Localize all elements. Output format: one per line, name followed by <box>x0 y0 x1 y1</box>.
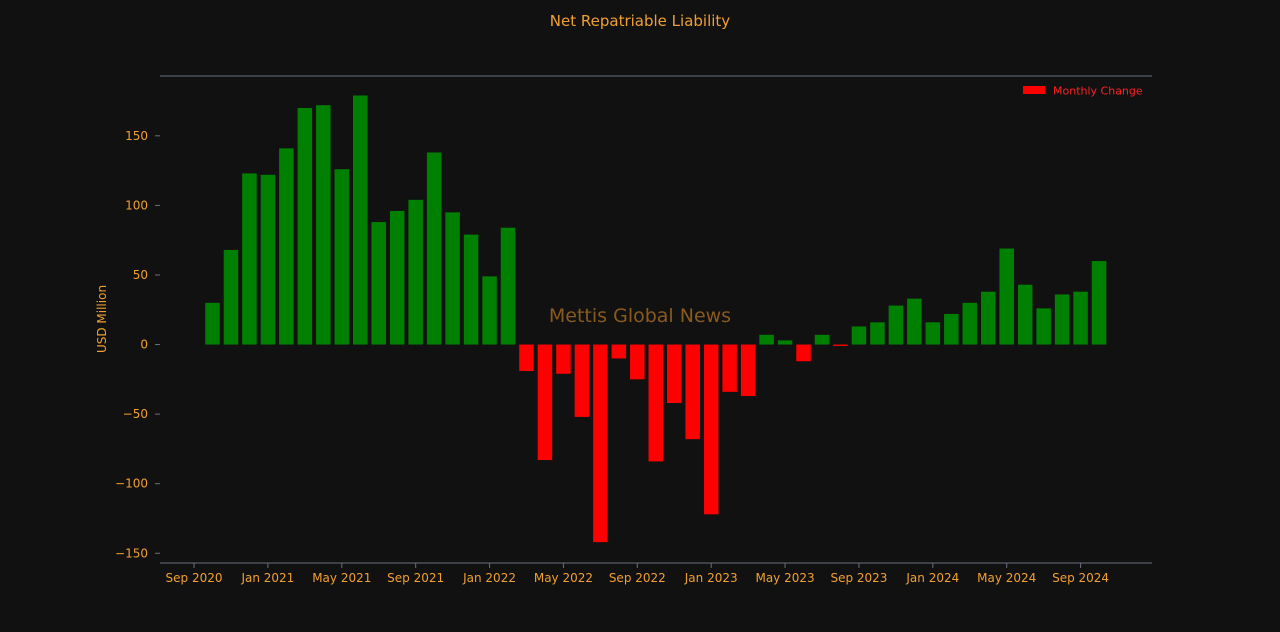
bar-nov-2023 <box>888 305 904 345</box>
bar-jul-2021 <box>371 222 386 345</box>
bar-nov-2022 <box>667 344 682 403</box>
bar-dec-2020 <box>242 173 257 345</box>
bar-may-2021 <box>334 169 350 345</box>
bar-series <box>205 95 1107 543</box>
y-tick-label: 0 <box>140 338 148 352</box>
x-tick-label: May 2022 <box>534 571 593 585</box>
bar-mar-2023 <box>740 344 756 397</box>
bar-nov-2020 <box>223 249 239 345</box>
x-tick-label: Sep 2022 <box>609 571 666 585</box>
bar-mar-2024 <box>962 302 978 345</box>
y-tick-label: 50 <box>133 268 148 282</box>
y-tick-label: −100 <box>115 477 148 491</box>
watermark: Mettis Global News <box>549 305 731 327</box>
bar-oct-2022 <box>648 344 664 462</box>
y-axis-label: USD Million <box>95 285 109 353</box>
bar-aug-2022 <box>611 344 627 359</box>
bar-apr-2022 <box>537 344 553 461</box>
bar-jan-2024 <box>925 322 941 345</box>
x-tick-label: Jan 2021 <box>240 571 294 585</box>
bar-jul-2024 <box>1036 308 1051 345</box>
bar-sep-2022 <box>630 344 645 380</box>
bar-apr-2024 <box>980 291 996 345</box>
bar-jul-2023 <box>814 334 830 345</box>
bar-jun-2022 <box>574 344 590 417</box>
bar-oct-2020 <box>205 302 220 345</box>
legend: Monthly Change <box>1023 85 1143 98</box>
legend-swatch <box>1023 86 1045 94</box>
x-tick-label: Sep 2023 <box>830 571 887 585</box>
bar-jun-2021 <box>353 95 368 345</box>
x-tick-label: May 2024 <box>977 571 1036 585</box>
y-tick-label: 150 <box>125 129 148 143</box>
y-tick-label: −50 <box>123 407 148 421</box>
bar-dec-2021 <box>463 234 479 345</box>
y-tick-label: 100 <box>125 198 148 212</box>
x-tick-label: May 2021 <box>312 571 371 585</box>
x-tick-label: Sep 2021 <box>387 571 444 585</box>
bar-may-2024 <box>999 248 1014 345</box>
bar-jan-2021 <box>260 174 276 345</box>
bar-sep-2023 <box>851 326 867 345</box>
bar-oct-2023 <box>870 322 885 345</box>
bar-feb-2023 <box>722 344 737 392</box>
bar-nov-2021 <box>445 212 460 345</box>
legend-label: Monthly Change <box>1053 85 1143 98</box>
bar-oct-2024 <box>1091 261 1107 345</box>
bar-oct-2021 <box>426 152 442 345</box>
bar-may-2023 <box>777 340 793 345</box>
bar-apr-2023 <box>759 334 774 345</box>
bar-mar-2021 <box>297 108 313 345</box>
bar-jun-2024 <box>1017 284 1033 345</box>
bar-dec-2022 <box>685 344 700 440</box>
x-tick-label: Jan 2023 <box>684 571 738 585</box>
bar-sep-2021 <box>408 199 423 345</box>
x-tick-label: Jan 2022 <box>462 571 516 585</box>
x-tick-label: May 2023 <box>755 571 814 585</box>
bar-aug-2021 <box>389 210 405 345</box>
bar-jul-2022 <box>593 344 608 543</box>
bar-apr-2021 <box>316 105 331 345</box>
bar-feb-2021 <box>279 148 294 345</box>
x-tick-label: Jan 2024 <box>905 571 959 585</box>
bar-feb-2022 <box>500 227 516 345</box>
y-axis: −150 −100 −50 0 50 100 150 <box>115 129 160 560</box>
bar-jun-2023 <box>796 344 811 362</box>
bar-dec-2023 <box>907 298 922 345</box>
bar-aug-2023 <box>833 344 848 346</box>
bar-feb-2024 <box>944 313 959 345</box>
bar-may-2022 <box>556 344 571 374</box>
x-tick-label: Sep 2024 <box>1052 571 1109 585</box>
bar-sep-2024 <box>1073 291 1088 345</box>
bar-aug-2024 <box>1054 294 1070 345</box>
chart-title: Net Repatriable Liability <box>550 12 731 30</box>
bar-jan-2022 <box>482 276 497 345</box>
y-tick-label: −150 <box>115 546 148 560</box>
bar-jan-2023 <box>703 344 719 515</box>
x-tick-label: Sep 2020 <box>166 571 223 585</box>
bar-mar-2022 <box>519 344 534 371</box>
x-axis: Sep 2020 Jan 2021 May 2021 Sep 2021 Jan 2022… <box>166 563 1109 585</box>
